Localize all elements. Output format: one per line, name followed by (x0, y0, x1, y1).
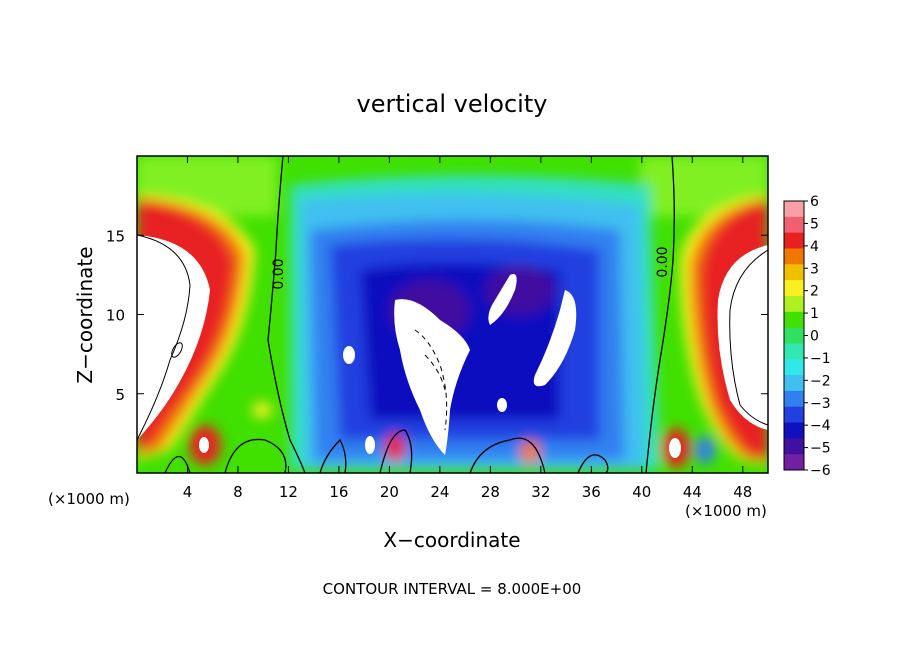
colorbar-tick-label: 5 (810, 216, 819, 232)
colorbar-swatch (784, 454, 804, 471)
colorbar-tick-label: 2 (810, 284, 819, 300)
contour-interval-note: CONTOUR INTERVAL = 8.000E+00 (323, 580, 582, 598)
colorbar-swatch (784, 216, 804, 234)
x-unit-label-left: (×1000 m) (48, 490, 130, 508)
x-axis-label: X−coordinate (383, 528, 520, 552)
contour-lines (137, 156, 768, 473)
colorbar-swatch (784, 438, 804, 455)
y-tick-label: 15 (106, 227, 125, 245)
colorbar-swatch (784, 343, 804, 360)
x-tick-label: 44 (683, 483, 702, 501)
colorbar-swatch (784, 359, 804, 376)
x-tick-label: 4 (183, 483, 193, 501)
colorbar-swatch (784, 248, 804, 265)
x-tick-label: 40 (632, 483, 651, 501)
x-tick-label: 48 (733, 483, 752, 501)
chart-title: vertical velocity (357, 90, 548, 118)
y-tick-label: 5 (115, 386, 125, 404)
y-axis-label: Z−coordinate (73, 246, 97, 383)
zero-contour-right (645, 156, 675, 473)
colorbar-swatch (784, 422, 804, 439)
zero-contour-left (267, 156, 306, 473)
x-tick-label: 16 (329, 483, 348, 501)
x-tick-label: 28 (481, 483, 500, 501)
colorbar-swatch (784, 264, 804, 281)
x-axis-ticks: 4 8 12 16 20 24 28 32 36 40 44 48 (183, 156, 752, 501)
colorbar-tick-label: −6 (810, 463, 831, 479)
colorbar-swatch (784, 406, 804, 424)
colorbar-swatch (784, 375, 804, 392)
colorbar-swatch (784, 232, 804, 249)
x-unit-label-right: (×1000 m) (685, 502, 767, 520)
y-axis-ticks: 5 10 15 (106, 227, 768, 404)
colorbar-tick-label: −5 (810, 441, 831, 457)
x-tick-label: 24 (430, 483, 449, 501)
colorbar-ticks: 6 5 4 3 2 1 0 −1 −2 −3 −4 −5 −6 (804, 194, 831, 479)
colorbar-tick-label: 0 (810, 329, 819, 345)
x-tick-label: 20 (380, 483, 399, 501)
colorbar-tick-label: −2 (810, 373, 831, 389)
x-tick-label: 8 (233, 483, 243, 501)
x-tick-label: 32 (531, 483, 550, 501)
y-tick-label: 10 (106, 307, 125, 325)
x-tick-label: 12 (279, 483, 298, 501)
colorbar-swatch (784, 280, 804, 297)
contour-label-right: 0.00 (655, 246, 671, 277)
colorbar-tick-label: 6 (810, 194, 819, 210)
colorbar-tick-label: −1 (810, 351, 831, 367)
heatmap-field (137, 156, 768, 473)
colorbar-tick-label: 4 (810, 239, 819, 255)
x-tick-label: 36 (582, 483, 601, 501)
colorbar (783, 200, 805, 471)
colorbar-swatch (784, 327, 804, 344)
colorbar-tick-label: −4 (810, 418, 831, 434)
contour-label-left: 0.00 (271, 258, 287, 289)
colorbar-swatch (784, 311, 804, 329)
colorbar-swatch (784, 295, 804, 313)
colorbar-swatch (784, 390, 804, 408)
colorbar-tick-label: 3 (810, 261, 819, 277)
colorbar-tick-label: 1 (810, 306, 819, 322)
colorbar-tick-label: −3 (810, 396, 831, 412)
colorbar-swatch (784, 201, 804, 218)
